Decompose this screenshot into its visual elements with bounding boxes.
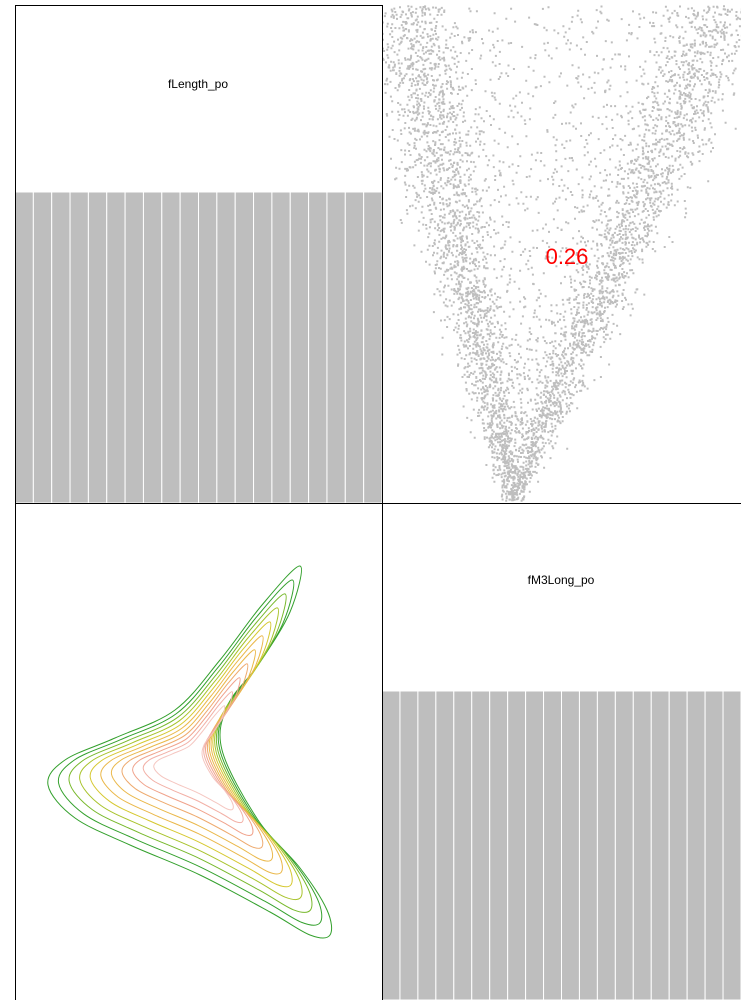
histogram-fM3Long_po-bar-7 xyxy=(489,690,509,1000)
histogram-fLength_po-bar-5 xyxy=(87,191,108,504)
histogram-fM3Long_po-bar-13 xyxy=(596,690,616,1000)
density-contours xyxy=(47,565,333,939)
histogram-fLength_po-bar-7 xyxy=(124,191,144,504)
histogram-fLength_po-bar-3 xyxy=(51,191,71,504)
histogram-fLength_po-bars xyxy=(14,191,383,504)
histogram-fM3Long_po-bar-19 xyxy=(704,690,724,1000)
histogram-fM3Long_po-bar-11 xyxy=(561,690,580,1000)
histogram-fM3Long_po-bar-9 xyxy=(525,690,545,1000)
histogram-fLength_po-bar-19 xyxy=(344,191,365,504)
histogram-fM3Long_po-bar-17 xyxy=(668,690,688,1000)
histogram-fLength_po-bar-18 xyxy=(326,191,346,504)
histogram-fM3Long_po-bar-4 xyxy=(435,690,455,1000)
density-contour-level-9 xyxy=(132,677,254,836)
histogram-fM3Long_po-bar-3 xyxy=(417,690,437,1000)
histogram-fM3Long_po-bar-12 xyxy=(578,690,598,1000)
histogram-fLength_po-bar-8 xyxy=(142,191,163,504)
panel-density xyxy=(15,503,382,1000)
histogram-fLength_po-bar-2 xyxy=(32,191,53,504)
histogram-fM3Long_po-bar-8 xyxy=(507,690,527,1000)
histogram-fLength_po-bar-1 xyxy=(14,191,34,504)
histogram-fM3Long_po-bar-14 xyxy=(614,690,634,1000)
histogram-fM3Long_po-bars xyxy=(381,690,741,1000)
histogram-fLength_po-bar-20 xyxy=(363,191,383,504)
correlation-value: 0.26 xyxy=(546,244,589,269)
histogram-fM3Long_po-bar-20 xyxy=(722,690,741,1000)
histogram-fM3Long_po-bar-5 xyxy=(453,690,473,1000)
histogram-fM3Long_po-bar-2 xyxy=(399,690,419,1000)
density-contour-level-11 xyxy=(153,705,234,811)
histogram-fLength_po-bar-14 xyxy=(253,191,273,504)
density-contour-level-2 xyxy=(57,579,323,926)
panel-frame xyxy=(15,5,741,1000)
histogram-fLength_po-bar-15 xyxy=(271,191,291,504)
histogram-fLength_po-bar-13 xyxy=(234,191,255,504)
histogram-fLength_po-bar-10 xyxy=(179,191,199,504)
histogram-fM3Long_po-bar-16 xyxy=(650,690,670,1000)
histogram-fLength_po-bar-9 xyxy=(161,191,181,504)
histogram-fLength_po-bar-12 xyxy=(216,191,236,504)
variable-label-fLength_po: fLength_po xyxy=(168,77,228,91)
variable-label-fM3Long_po: fM3Long_po xyxy=(528,573,595,587)
histogram-fLength_po-bar-16 xyxy=(289,191,310,504)
density-contour-level-10 xyxy=(142,691,244,824)
histogram-fM3Long_po-bar-1 xyxy=(381,690,401,1000)
histogram-fLength_po-bar-4 xyxy=(69,191,89,504)
histogram-fM3Long_po-bar-15 xyxy=(632,690,652,1000)
histogram-fM3Long_po-bar-18 xyxy=(686,690,706,1000)
density-contour-level-1 xyxy=(47,565,333,939)
histogram-fM3Long_po-bar-6 xyxy=(471,690,491,1000)
histogram-fM3Long_po-bar-10 xyxy=(543,690,562,1000)
density-contour-level-8 xyxy=(121,663,264,849)
histogram-fLength_po-bar-17 xyxy=(308,191,328,504)
histogram-fLength_po-bar-6 xyxy=(106,191,126,504)
histogram-fLength_po-bar-11 xyxy=(198,191,218,504)
